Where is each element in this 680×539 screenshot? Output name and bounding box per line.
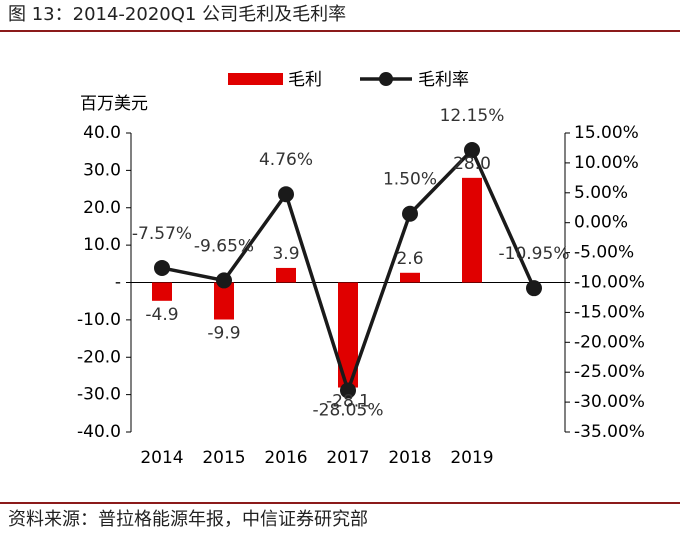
y2-tick-label: -15.00% [574,302,645,322]
bar [214,282,234,320]
x-tick-label: 2018 [388,448,431,468]
y-tick-label: 20.0 [83,198,121,218]
y-tick-label: 10.0 [83,235,121,255]
data-label: -7.57% [132,224,192,244]
y-tick-label: 40.0 [83,123,121,143]
y-tick-label: - [115,273,121,293]
line-marker [402,205,418,222]
line-marker [526,280,542,297]
x-tick-label: 2014 [140,448,183,468]
line-marker [464,142,480,159]
source: 资料来源：普拉格能源年报，中信证券研究部 [8,509,368,530]
y-tick-label: 30.0 [83,160,121,180]
line-marker [216,272,232,289]
x-tick-label: 2016 [264,448,307,468]
y2-tick-label: -5.00% [574,243,634,263]
x-tick-label: 2017 [326,448,369,468]
data-label: -28.1 [326,392,370,412]
data-label: -10.95% [499,244,570,264]
y-axis-label: 百万美元 [80,94,148,114]
bar [462,177,482,283]
legend-swatch [228,73,283,85]
y2-tick-label: 0.00% [574,213,628,233]
y-tick-label: -20.0 [77,347,121,367]
y2-tick-label: 5.00% [574,183,628,203]
data-label: -9.9 [207,324,240,344]
data-label: 2.6 [396,249,423,269]
data-label: 4.76% [259,150,313,170]
x-tick-label: 2015 [202,448,245,468]
data-label: -28.05% [313,400,384,420]
y2-tick-label: -10.00% [574,273,645,293]
y2-tick-label: -35.00% [574,422,645,442]
bar [152,282,172,301]
bar [400,272,420,283]
line-marker [340,382,356,399]
y2-tick-label: 15.00% [574,123,639,143]
line-marker [278,186,294,203]
y2-tick-label: -25.00% [574,362,645,382]
data-label: 28.0 [453,154,491,174]
y2-tick-label: -30.00% [574,392,645,412]
y2-tick-label: 10.00% [574,153,639,173]
data-label: 12.15% [440,106,505,126]
line-marker [154,259,170,276]
data-label: 3.9 [272,244,299,264]
legend-label: 毛利率 [418,70,469,90]
y-tick-label: -30.0 [77,385,121,405]
x-tick-label: 2019 [450,448,493,468]
bar [276,267,296,283]
y2-tick-label: -20.00% [574,332,645,352]
legend-marker [379,72,393,86]
y-tick-label: -40.0 [77,422,121,442]
bar [338,282,358,388]
data-label: -4.9 [145,305,178,325]
title: 图 13：2014-2020Q1 公司毛利及毛利率 [8,4,346,25]
y-tick-label: -10.0 [77,310,121,330]
legend-label: 毛利 [288,70,322,90]
data-label: -9.65% [194,236,254,256]
data-label: 1.50% [383,170,437,190]
